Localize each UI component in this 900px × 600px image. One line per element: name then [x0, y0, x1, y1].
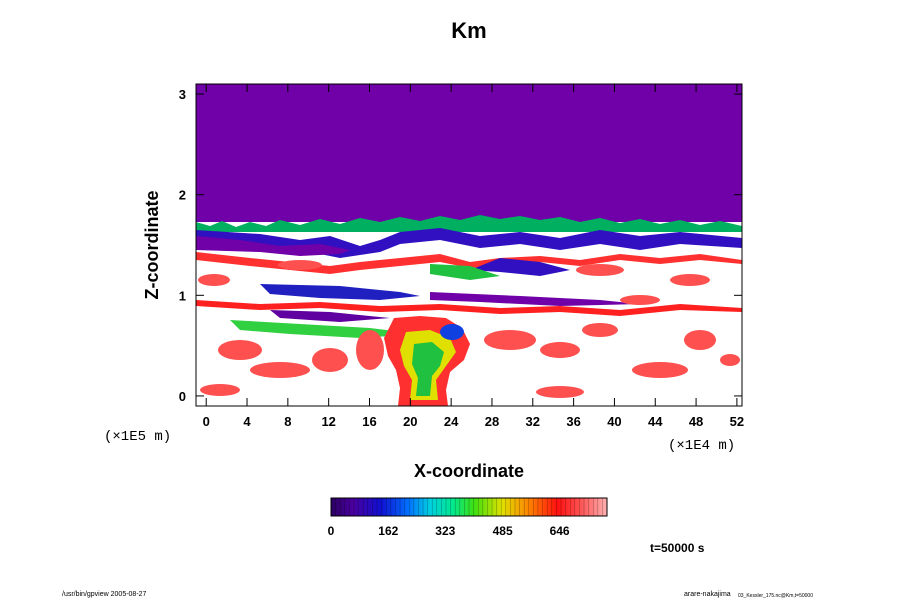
- x-tick-label: 36: [566, 414, 580, 429]
- colorbar-tick-label: 323: [435, 524, 455, 538]
- colorbar-tick-label: 485: [493, 524, 513, 538]
- y-unit-label: (×1E5 m): [104, 429, 171, 445]
- x-tick-label: 20: [403, 414, 417, 429]
- band-green-1: [430, 264, 500, 280]
- x-tick-label: 4: [243, 414, 251, 429]
- time-label: t=50000 s: [650, 541, 705, 555]
- x-tick-label: 28: [485, 414, 499, 429]
- colorbar-divisions: [335, 498, 603, 516]
- x-tick-label: 0: [203, 414, 210, 429]
- colorbar: 0 162 323 485 646: [328, 497, 608, 538]
- x-tick-label: 44: [648, 414, 663, 429]
- footer-left: /usr/bin/gpview 2005-08-27: [62, 591, 147, 598]
- x-tick-label: 16: [362, 414, 376, 429]
- band-blue-3: [260, 284, 420, 300]
- lower-patches: [198, 260, 740, 398]
- region-upper-purple: [196, 84, 742, 222]
- colorbar-tick-label: 162: [378, 524, 398, 538]
- x-tick-label: 40: [607, 414, 621, 429]
- x-tick-label: 8: [284, 414, 291, 429]
- band-red-1: [196, 252, 742, 274]
- plot-area: [195, 83, 743, 407]
- y-tick-label: 2: [179, 188, 186, 203]
- colorbar-tick-label: 646: [550, 524, 570, 538]
- y-tick-label: 1: [179, 288, 186, 303]
- x-unit-label: (×1E4 m): [668, 438, 735, 454]
- plume-core: [412, 342, 444, 396]
- plume-blue: [440, 324, 464, 340]
- colorbar-ticks: 0 162 323 485 646: [328, 524, 570, 538]
- x-tick-label: 52: [730, 414, 744, 429]
- chart-title: Km: [451, 18, 486, 43]
- band-blue-2: [470, 258, 570, 276]
- y-tick-label: 3: [179, 87, 186, 102]
- x-axis-label: X-coordinate: [414, 461, 524, 481]
- boundary-edge: [196, 215, 742, 232]
- plot-frame: [195, 83, 743, 407]
- band-purple-1: [196, 236, 350, 256]
- y-axis-ticks: 0 1 2 3: [179, 87, 742, 404]
- x-tick-label: 12: [321, 414, 335, 429]
- x-tick-label: 48: [689, 414, 703, 429]
- band-purple-2: [430, 292, 640, 306]
- colorbar-tick-label: 0: [328, 524, 335, 538]
- band-red-2: [196, 300, 742, 316]
- y-tick-label: 0: [179, 389, 186, 404]
- footer-right-main: arare-nakajima: [684, 591, 731, 598]
- y-axis-label: Z-coordinate: [142, 190, 162, 299]
- x-axis-ticks: 0 4 8 12 16 20 24 28 32 36 40 44 48 52: [203, 84, 744, 429]
- x-tick-label: 24: [444, 414, 459, 429]
- x-tick-label: 32: [526, 414, 540, 429]
- footer-right-sub: 03_Kessler_175.nc@Km,t=50000: [738, 593, 813, 599]
- band-purple-3: [270, 310, 390, 322]
- heatmap-field: [196, 84, 742, 406]
